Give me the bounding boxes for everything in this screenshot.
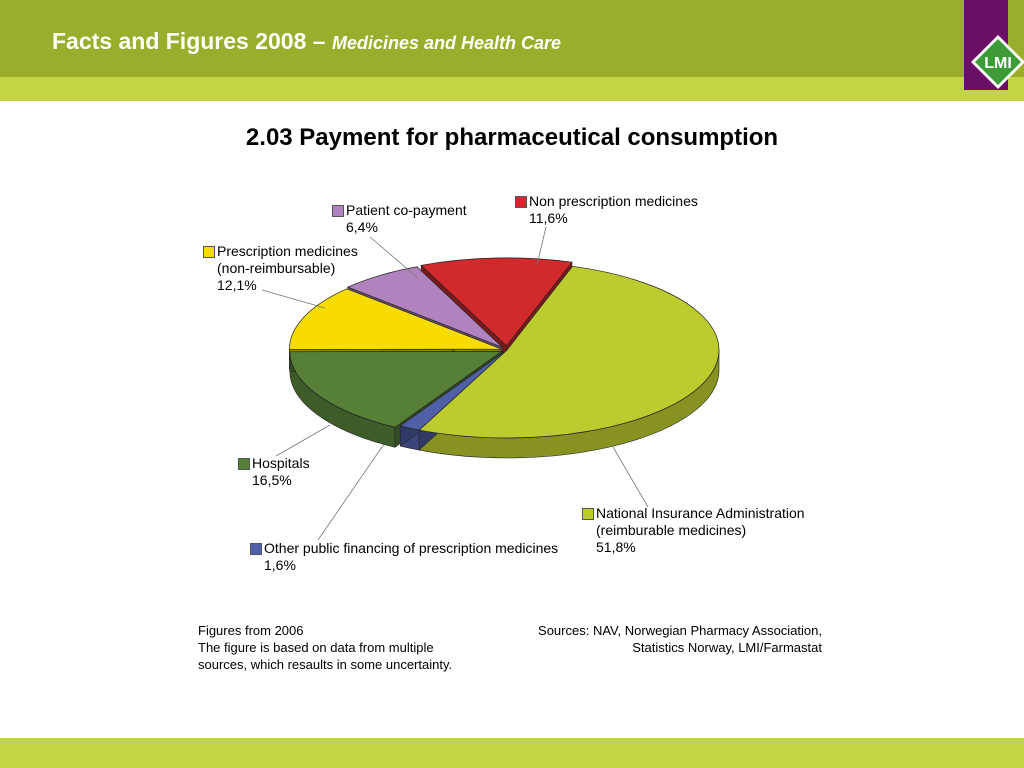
leader-line [369,236,419,279]
header-strip [0,77,1024,101]
slice-label: Other public financing of prescription m… [250,540,558,574]
slice-label: Prescription medicines (non-reimbursable)… [203,243,358,294]
page-title-main: Facts and Figures 2008 – [52,28,326,54]
slice-label: Hospitals 16,5% [238,455,310,489]
footnote-left-line: sources, which resaults in some uncertai… [198,657,453,672]
page-title: Facts and Figures 2008 – Medicines and H… [52,28,561,55]
leader-line [275,424,331,457]
slice-name: Prescription medicines [217,243,358,259]
legend-swatch [515,196,527,208]
pie-slice [346,266,503,348]
footnote-sources: Sources: NAV, Norwegian Pharmacy Associa… [538,622,822,656]
slice-name: (reimburable medicines) [596,522,747,538]
footnote-left-line: Figures from 2006 [198,623,304,638]
legend-swatch [238,458,250,470]
footnote-left-line: The figure is based on data from multipl… [198,640,434,655]
pie-slice [289,350,503,428]
leader-line [317,443,385,541]
leader-line [261,289,326,309]
page-title-sub: Medicines and Health Care [331,33,562,53]
legend-swatch [203,246,215,258]
pie-slice [399,349,508,431]
slice-name: Other public financing of prescription m… [264,540,559,556]
chart-title: 2.03 Payment for pharmaceutical consumpt… [245,124,779,151]
slice-value-label: 16,5% [252,472,292,488]
slice-name: (non-reimbursable) [217,260,336,276]
footnote-right-line: Statistics Norway, LMI/Farmastat [632,640,822,655]
slice-name: Non prescription medicines [529,193,698,209]
footer-band [0,738,1024,768]
slice-value-label: 1,6% [264,557,296,573]
footnote-left: Figures from 2006 The figure is based on… [198,622,452,673]
leader-line [612,446,649,508]
pie-slice [289,288,502,350]
header-band [0,0,1024,77]
slice-name: National Insurance Administration [596,505,805,521]
pie-slice [418,265,720,439]
slice-value-label: 6,4% [346,219,378,235]
pie-slice [420,257,573,347]
slice-value-label: 51,8% [596,539,636,555]
logo-text: LMI [984,55,1012,72]
slice-label: Non prescription medicines 11,6% [515,193,698,227]
legend-swatch [582,508,594,520]
slice-value-label: 12,1% [217,277,257,293]
leader-line [536,226,547,266]
pie-chart [261,226,720,541]
legend-swatch [332,205,344,217]
lmi-logo: LMI [971,35,1024,89]
slice-label: Patient co-payment 6,4% [332,202,467,236]
slice-value-label: 11,6% [529,210,568,226]
slice-label: National Insurance Administration (reimbu… [582,505,805,556]
legend-swatch [250,543,262,555]
footnote-right-line: Sources: NAV, Norwegian Pharmacy Associa… [538,623,822,638]
slice-name: Hospitals [252,455,310,471]
slice-name: Patient co-payment [346,202,467,218]
